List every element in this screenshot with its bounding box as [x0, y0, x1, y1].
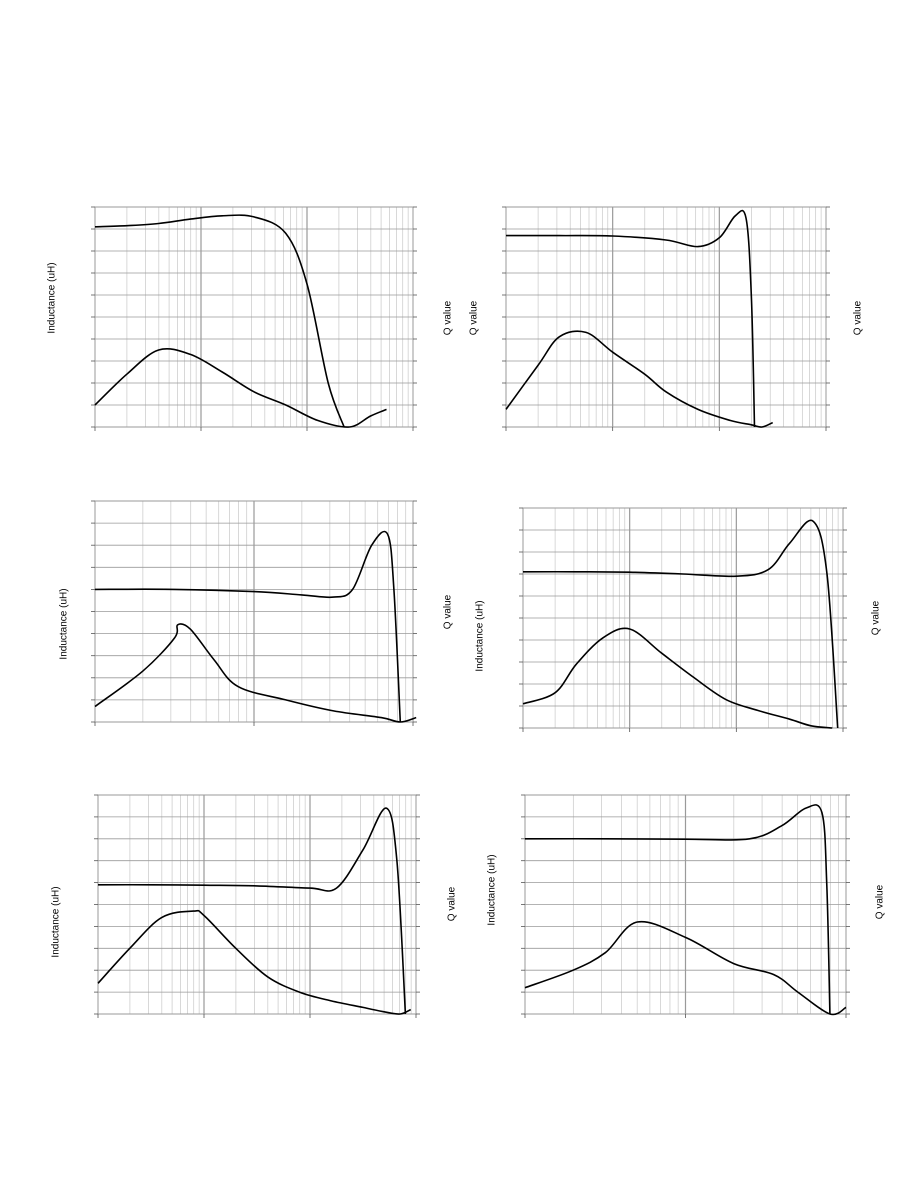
inductance-series-line — [524, 804, 831, 1015]
right-axis-label: Q value — [870, 600, 882, 636]
chart-2 — [502, 206, 830, 431]
chart-3 — [91, 500, 417, 726]
inductance-series-line — [94, 530, 402, 723]
q-value-series-line — [524, 920, 847, 1016]
q-value-series-line — [505, 330, 774, 428]
inductance-series-line — [97, 807, 407, 1015]
chart-1 — [91, 206, 417, 431]
q-value-series-line — [97, 909, 412, 1015]
q-value-series-line — [522, 627, 833, 729]
left-axis-label: Inductance (uH) — [50, 886, 62, 958]
right-axis-label: Q value — [446, 886, 458, 922]
left-axis-label: Inductance (uH) — [46, 262, 58, 334]
left-axis-label: Inductance (uH) — [474, 600, 486, 672]
right-axis-label: Q value — [852, 300, 864, 336]
chart-5 — [94, 794, 420, 1018]
left-axis-label: Q value — [468, 300, 480, 336]
inductance-series-line — [522, 519, 839, 729]
left-axis-label: Inductance (uH) — [58, 588, 70, 660]
chart-6 — [521, 794, 850, 1018]
right-axis-label: Q value — [874, 884, 886, 920]
left-axis-label: Inductance (uH) — [486, 854, 498, 926]
inductance-series-line — [505, 209, 756, 428]
q-value-series-line — [94, 623, 417, 723]
chart-4 — [519, 507, 847, 732]
right-axis-label: Q value — [442, 594, 454, 630]
right-axis-label: Q value — [442, 300, 454, 336]
inductance-series-line — [94, 214, 345, 428]
q-value-series-line — [94, 347, 387, 428]
